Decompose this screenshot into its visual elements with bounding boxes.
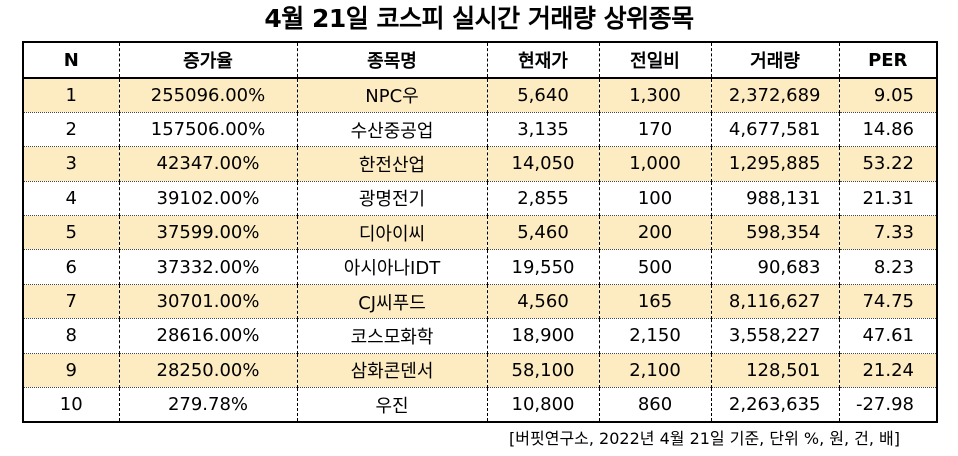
- cell-current-price: 10,800: [486, 387, 599, 422]
- cell-increase-rate: 28250.00%: [118, 353, 297, 389]
- cell-stock-name: CJ씨푸드: [296, 284, 487, 320]
- cell-increase-rate: 28616.00%: [118, 318, 297, 354]
- cell-day-change: 860: [598, 387, 711, 422]
- cell-stock-name: NPC우: [296, 78, 487, 113]
- cell-increase-rate: 39102.00%: [118, 181, 297, 217]
- cell-per: 74.75: [838, 284, 937, 320]
- table-row: 5 37599.00% 디아이씨 5,460 200 598,354 7.33: [23, 215, 937, 251]
- table-row: 3 42347.00% 한전산업 14,050 1,000 1,295,885 53.22: [23, 146, 937, 182]
- cell-n: 9: [23, 353, 119, 389]
- table-row: 10 279.78% 우진 10,800 860 2,263,635 -27.98: [23, 387, 937, 422]
- header-current-price: 현재가: [486, 42, 599, 79]
- cell-increase-rate: 279.78%: [118, 387, 297, 422]
- cell-per: -27.98: [838, 387, 937, 422]
- cell-current-price: 19,550: [486, 249, 599, 285]
- cell-n: 7: [23, 284, 119, 320]
- table-body: 1 255096.00% NPC우 5,640 1,300 2,372,689 9.05 2 1…: [23, 78, 937, 422]
- cell-stock-name: 광명전기: [296, 181, 487, 217]
- cell-volume: 8,116,627: [710, 284, 839, 320]
- cell-stock-name: 코스모화학: [296, 318, 487, 354]
- cell-volume: 128,501: [710, 353, 839, 389]
- cell-stock-name: 삼화콘덴서: [296, 353, 487, 389]
- cell-stock-name: 한전산업: [296, 146, 487, 182]
- cell-increase-rate: 157506.00%: [118, 112, 297, 148]
- cell-current-price: 4,560: [486, 284, 599, 320]
- cell-n: 1: [23, 78, 119, 113]
- cell-day-change: 2,100: [598, 353, 711, 389]
- cell-per: 9.05: [838, 78, 937, 113]
- cell-day-change: 2,150: [598, 318, 711, 354]
- cell-volume: 4,677,581: [710, 112, 839, 148]
- cell-volume: 90,683: [710, 249, 839, 285]
- cell-current-price: 18,900: [486, 318, 599, 354]
- cell-n: 4: [23, 181, 119, 217]
- cell-increase-rate: 37599.00%: [118, 215, 297, 251]
- cell-per: 47.61: [838, 318, 937, 354]
- header-day-change: 전일비: [598, 42, 711, 79]
- header-volume: 거래량: [710, 42, 839, 79]
- table-row: 8 28616.00% 코스모화학 18,900 2,150 3,558,227 47.61: [23, 318, 937, 354]
- stock-ranking-table: N 증가율 종목명 현재가 전일비 거래량 PER 1 255096.00% NPC…: [22, 41, 938, 423]
- page-title: 4월 21일 코스피 실시간 거래량 상위종목: [264, 4, 694, 33]
- cell-day-change: 1,000: [598, 146, 711, 182]
- cell-volume: 2,372,689: [710, 78, 839, 113]
- cell-per: 7.33: [838, 215, 937, 251]
- cell-increase-rate: 30701.00%: [118, 284, 297, 320]
- cell-stock-name: 아시아나IDT: [296, 249, 487, 285]
- cell-per: 8.23: [838, 249, 937, 285]
- table-row: 4 39102.00% 광명전기 2,855 100 988,131 21.31: [23, 181, 937, 217]
- cell-n: 6: [23, 249, 119, 285]
- header-n: N: [23, 42, 119, 79]
- cell-volume: 988,131: [710, 181, 839, 217]
- source-note: [버핏연구소, 2022년 4월 21일 기준, 단위 %, 원, 건, 배]: [509, 429, 900, 448]
- cell-n: 2: [23, 112, 119, 148]
- cell-current-price: 3,135: [486, 112, 599, 148]
- cell-current-price: 58,100: [486, 353, 599, 389]
- table-row: 7 30701.00% CJ씨푸드 4,560 165 8,116,627 74.75: [23, 284, 937, 320]
- cell-day-change: 100: [598, 181, 711, 217]
- cell-per: 21.31: [838, 181, 937, 217]
- cell-current-price: 14,050: [486, 146, 599, 182]
- cell-current-price: 2,855: [486, 181, 599, 217]
- table-header-row: N 증가율 종목명 현재가 전일비 거래량 PER: [23, 42, 937, 79]
- cell-day-change: 170: [598, 112, 711, 148]
- cell-n: 10: [23, 387, 119, 422]
- cell-volume: 3,558,227: [710, 318, 839, 354]
- table-row: 9 28250.00% 삼화콘덴서 58,100 2,100 128,501 21.24: [23, 353, 937, 389]
- cell-volume: 1,295,885: [710, 146, 839, 182]
- cell-stock-name: 우진: [296, 387, 487, 422]
- cell-per: 14.86: [838, 112, 937, 148]
- cell-increase-rate: 255096.00%: [118, 78, 297, 113]
- cell-increase-rate: 42347.00%: [118, 146, 297, 182]
- cell-current-price: 5,640: [486, 78, 599, 113]
- cell-day-change: 1,300: [598, 78, 711, 113]
- cell-per: 21.24: [838, 353, 937, 389]
- cell-n: 5: [23, 215, 119, 251]
- cell-day-change: 500: [598, 249, 711, 285]
- cell-stock-name: 수산중공업: [296, 112, 487, 148]
- table-row: 1 255096.00% NPC우 5,640 1,300 2,372,689 9.05: [23, 78, 937, 113]
- cell-n: 8: [23, 318, 119, 354]
- header-stock-name: 종목명: [296, 42, 487, 79]
- header-per: PER: [838, 42, 937, 79]
- cell-per: 53.22: [838, 146, 937, 182]
- cell-stock-name: 디아이씨: [296, 215, 487, 251]
- cell-current-price: 5,460: [486, 215, 599, 251]
- table-row: 6 37332.00% 아시아나IDT 19,550 500 90,683 8.23: [23, 249, 937, 285]
- cell-day-change: 165: [598, 284, 711, 320]
- cell-day-change: 200: [598, 215, 711, 251]
- cell-volume: 2,263,635: [710, 387, 839, 422]
- cell-n: 3: [23, 146, 119, 182]
- cell-volume: 598,354: [710, 215, 839, 251]
- table-row: 2 157506.00% 수산중공업 3,135 170 4,677,581 14.86: [23, 112, 937, 148]
- cell-increase-rate: 37332.00%: [118, 249, 297, 285]
- header-increase-rate: 증가율: [118, 42, 297, 79]
